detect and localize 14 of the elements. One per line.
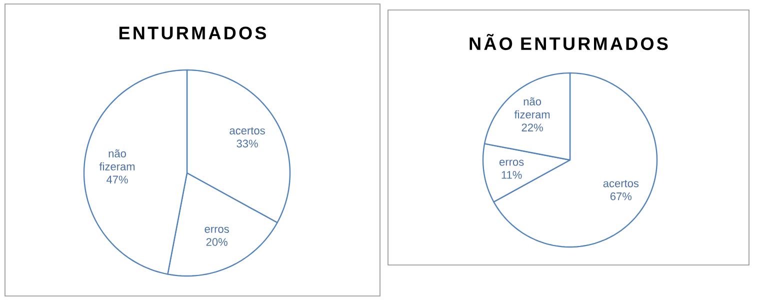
slice-label: acertos xyxy=(230,127,265,134)
chart-title: ENTURMADOS xyxy=(119,26,266,40)
chart-title: NÃO ENTURMADOS xyxy=(470,34,668,50)
slice-label: não fizeram xyxy=(514,97,550,118)
slice-label: erros xyxy=(204,226,229,233)
slice-label: acertos xyxy=(603,180,639,188)
data-label: 33% xyxy=(236,140,258,148)
data-label: 22% xyxy=(522,124,543,132)
data-label: 67% xyxy=(610,192,632,200)
slice-label: não fizeram xyxy=(99,149,135,170)
slice-label: erros xyxy=(500,160,524,166)
data-label: 20% xyxy=(206,238,228,246)
data-label: 47% xyxy=(106,176,128,184)
data-label: 11% xyxy=(502,171,522,179)
